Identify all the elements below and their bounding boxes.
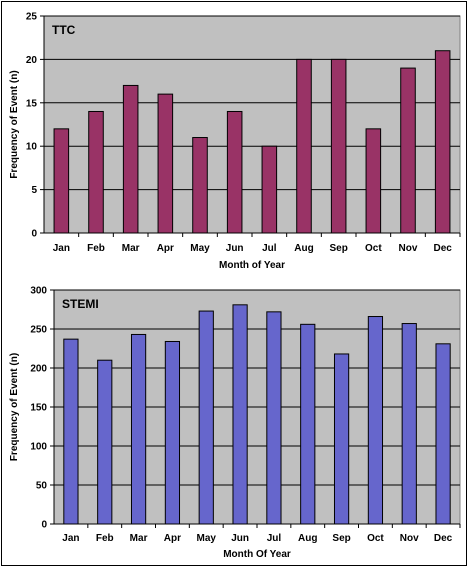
stemi-x-tick-label: Jul [267,533,282,544]
stemi-x-tick-label: Oct [367,533,384,544]
ttc-panel-label: TTC [52,23,76,37]
ttc-y-tick-label: 15 [26,98,38,109]
ttc-bar-oct [365,128,382,234]
ttc-bar-jul [261,145,278,234]
stemi-x-tick-label: Jan [62,533,79,544]
stemi-bar-apr [164,340,181,525]
ttc-x-tick-label: Nov [399,243,418,254]
ttc-y-axis-title: Frequency of Event (n) [9,70,20,178]
stemi-x-tick-label: Jun [231,533,249,544]
stemi-y-tick-label: 100 [30,442,47,453]
ttc-y-tick-label: 10 [26,142,38,153]
stemi-bar-sep [333,353,350,525]
stemi-x-axis-title: Month Of Year [223,549,291,560]
stemi-bar-nov [401,323,417,525]
ttc-y-tick-label: 20 [26,55,38,66]
ttc-x-tick-label: Apr [157,243,174,254]
stemi-y-tick-label: 200 [30,364,47,375]
ttc-y-tick-label: 25 [26,12,38,23]
ttc-bar-dec [434,50,451,234]
stemi-y-axis-title: Frequency of Event (n) [9,353,20,461]
ttc-x-tick-label: Sep [329,243,347,254]
stemi-y-tick-label: 150 [30,403,47,414]
stemi-bar-mar [130,333,147,525]
stemi-bar-jun [232,304,248,525]
ttc-bar-may [192,137,208,234]
stemi-x-tick-label: Dec [434,533,453,544]
stemi-x-tick-label: Feb [96,533,114,544]
stemi-bar-jul [266,311,282,525]
ttc-bar-aug [296,58,312,234]
ttc-bar-mar [122,84,139,234]
stemi-y-tick-label: 300 [30,286,47,297]
stemi-y-tick-label: 250 [30,325,47,336]
ttc-x-tick-label: May [190,243,210,254]
ttc-x-tick-label: Dec [433,243,452,254]
ttc-x-tick-label: Mar [122,243,140,254]
ttc-x-tick-label: Aug [294,243,313,254]
ttc-x-tick-label: Jul [262,243,277,254]
ttc-x-tick-label: Jan [53,243,70,254]
ttc-bar-jan [53,128,70,234]
stemi-x-tick-label: Sep [332,533,350,544]
stemi-x-tick-label: Apr [164,533,181,544]
ttc-bar-feb [88,110,104,234]
stemi-bar-aug [300,323,316,525]
stemi-x-tick-label: Aug [298,533,317,544]
stemi-bar-may [198,310,214,525]
ttc-plot-area [43,15,461,234]
stemi-panel-label: STEMI [62,297,99,311]
stemi-bar-jan [63,338,79,525]
ttc-x-axis-title: Month of Year [219,260,285,271]
ttc-y-tick-label: 5 [31,185,37,196]
stemi-x-tick-label: Mar [130,533,148,544]
stemi-bar-dec [435,343,451,525]
stemi-x-tick-label: May [197,533,217,544]
stemi-y-tick-label: 50 [36,481,48,492]
ttc-x-tick-label: Feb [87,243,105,254]
ttc-bar-apr [157,93,174,234]
stemi-y-tick-label: 0 [41,520,47,531]
ttc-x-tick-label: Jun [226,243,244,254]
stemi-x-tick-label: Nov [400,533,419,544]
stemi-bar-feb [97,359,113,525]
ttc-x-tick-label: Oct [365,243,382,254]
ttc-bar-sep [330,58,347,234]
ttc-y-tick-label: 0 [31,229,37,240]
ttc-bar-nov [400,67,416,234]
ttc-bar-jun [226,110,243,234]
stemi-bar-oct [367,316,384,525]
